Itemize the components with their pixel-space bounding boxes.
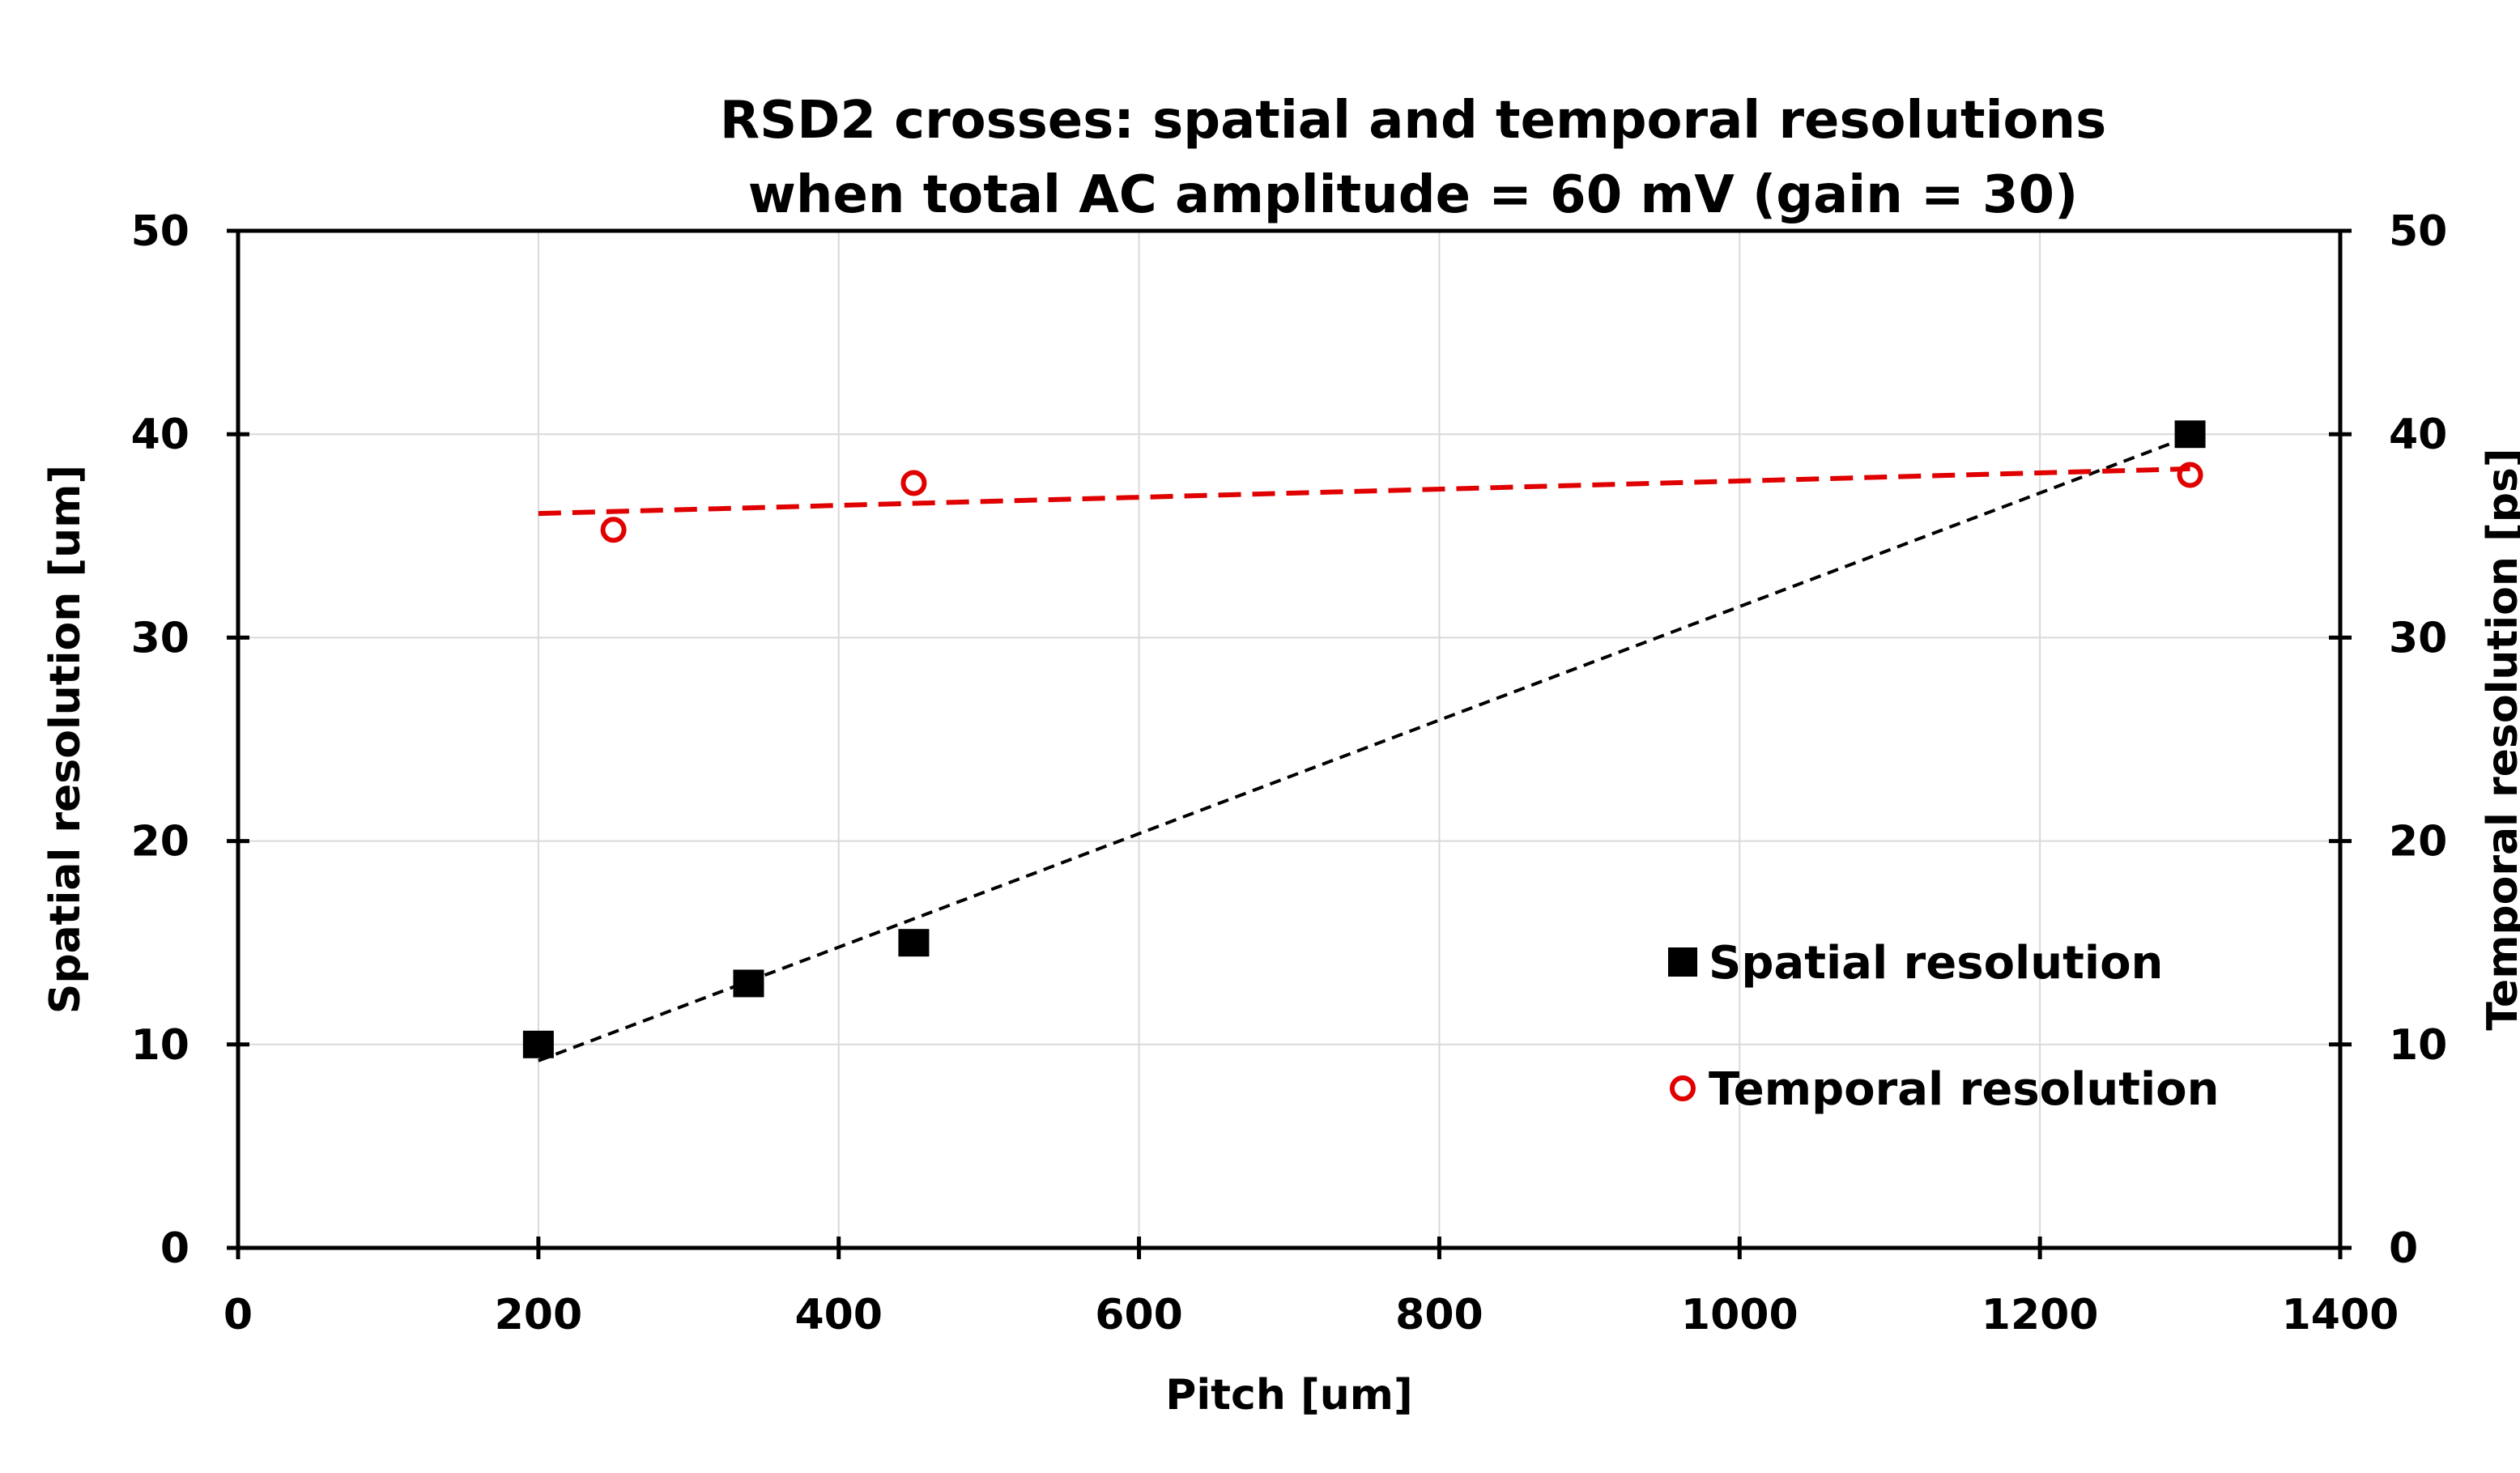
- legend-marker-spatial-resolution: [1668, 947, 1697, 977]
- right-y-tick-label: 10: [2389, 1021, 2447, 1070]
- point-spatial-resolution: [733, 969, 764, 998]
- right-y-tick-label: 30: [2389, 614, 2447, 662]
- gridlines: [238, 231, 2340, 1248]
- trendline-temporal-resolution: [538, 466, 2190, 517]
- x-tick-label: 1000: [1681, 1291, 1798, 1339]
- right-y-axis-label: Temporal resolution [ps]: [2479, 448, 2520, 1030]
- left-y-tick-label: 40: [131, 411, 189, 459]
- x-tick-label: 1200: [1982, 1291, 2099, 1339]
- left-y-tick-label: 20: [131, 818, 189, 866]
- legend-marker-temporal-resolution: [1670, 1075, 1696, 1101]
- left-y-axis-ticks: 0 10 20 30 40 50: [131, 207, 249, 1273]
- point-temporal-resolution: [2177, 462, 2203, 488]
- right-y-tick-label: 50: [2389, 207, 2447, 256]
- trendline-spatial-resolution: [538, 434, 2191, 1062]
- x-axis-ticks: 0 200 400 600 800 1000 1200 1400: [223, 1237, 2399, 1339]
- point-spatial-resolution: [522, 1030, 554, 1058]
- legend-label-temporal-resolution: Temporal resolution: [1709, 1063, 2220, 1116]
- x-tick-label: 0: [223, 1291, 253, 1339]
- plot-area-frame: [236, 228, 2343, 1250]
- point-temporal-resolution: [900, 470, 927, 496]
- x-axis-label: Pitch [um]: [1165, 1371, 1412, 1420]
- legend: Spatial resolution Temporal resolution: [1668, 937, 2220, 1116]
- point-spatial-resolution: [898, 929, 930, 957]
- right-y-axis-ticks: 0 10 20 30 40 50: [2329, 207, 2447, 1273]
- chart-title-line-2: when total AC amplitude = 60 mV (gain = …: [748, 165, 2079, 225]
- trendlines: [538, 434, 2191, 1062]
- right-y-tick-label: 40: [2389, 411, 2447, 459]
- left-y-tick-label: 10: [131, 1021, 189, 1070]
- x-tick-label: 800: [1395, 1291, 1483, 1339]
- right-y-tick-label: 20: [2389, 818, 2447, 866]
- left-y-tick-label: 30: [131, 614, 189, 662]
- x-tick-label: 400: [794, 1291, 883, 1339]
- x-tick-label: 1400: [2282, 1291, 2399, 1339]
- left-y-tick-label: 0: [160, 1224, 189, 1273]
- point-spatial-resolution: [2174, 420, 2206, 449]
- legend-label-spatial-resolution: Spatial resolution: [1709, 937, 2163, 990]
- point-temporal-resolution: [600, 517, 627, 543]
- x-tick-label: 200: [495, 1291, 583, 1339]
- x-tick-label: 600: [1095, 1291, 1183, 1339]
- right-y-tick-label: 0: [2389, 1224, 2418, 1273]
- data-points: [522, 420, 2206, 1058]
- left-y-tick-label: 50: [131, 207, 189, 256]
- chart-title-line-1: RSD2 crosses: spatial and temporal resol…: [720, 91, 2106, 151]
- left-y-axis-label: Spatial resolution [um]: [41, 465, 90, 1014]
